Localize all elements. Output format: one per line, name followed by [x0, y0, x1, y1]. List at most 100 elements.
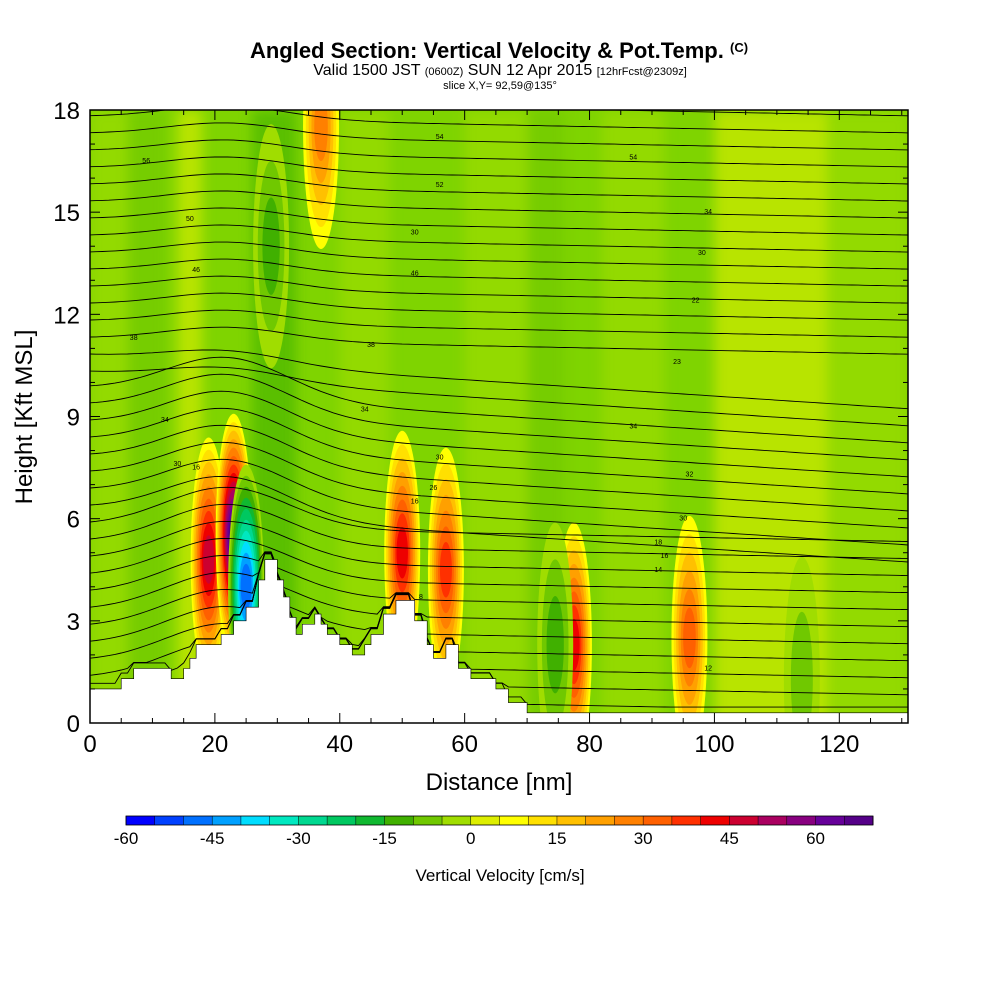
colorbar-swatch — [614, 816, 644, 825]
isentrope-label: 46 — [411, 270, 419, 277]
y-axis-label: Height [Kft MSL] — [11, 330, 38, 505]
colorbar-swatch — [556, 816, 587, 825]
isentrope-line — [90, 553, 908, 696]
colorbar-tick-label: 15 — [548, 829, 567, 848]
isentrope-label: 22 — [692, 298, 700, 305]
terrain-mask — [90, 559, 908, 723]
isentrope-label: 34 — [161, 417, 169, 424]
chart-valid-time: Valid 1500 JST (0600Z) SUN 12 Apr 2015 [… — [0, 63, 1000, 80]
colorbar-tick-label: -30 — [286, 829, 311, 848]
colorbar-swatch — [442, 816, 472, 825]
isentrope-line — [90, 458, 908, 546]
downdraft-cell-contour — [546, 596, 564, 694]
colorbar-swatch — [671, 816, 702, 825]
colorbar-swatch — [126, 816, 156, 825]
isentrope-label: 32 — [686, 471, 694, 478]
isentrope-line — [90, 537, 908, 594]
x-tick-label: 80 — [576, 731, 603, 758]
title-tag: (C) — [730, 40, 749, 55]
colorbar-swatch — [643, 816, 673, 825]
isentrope-label: 12 — [704, 666, 712, 673]
chart-title: Angled Section: Vertical Velocity & Pot.… — [0, 36, 1000, 63]
downdraft-cell — [783, 556, 820, 723]
isentrope-label: 18 — [654, 540, 662, 547]
isentrope-line — [90, 207, 908, 236]
title-main: Angled Section: Vertical Velocity & Pot.… — [249, 38, 724, 63]
x-tick-label: 20 — [202, 731, 229, 758]
colorbar-swatch — [327, 816, 357, 825]
colorbar-label: Vertical Velocity [cm/s] — [415, 866, 584, 885]
updraft-cell-contour — [314, 110, 328, 162]
isentrope-line — [90, 366, 908, 427]
colorbar-swatch — [844, 816, 874, 825]
forecast-tag: [12hrFcst@2309z] — [596, 66, 687, 78]
isentrope-label: 54 — [436, 134, 444, 141]
y-tick-label: 3 — [67, 609, 80, 636]
velocity-band — [127, 110, 165, 723]
colorbar-tick-label: 30 — [634, 829, 653, 848]
velocity-band — [826, 110, 908, 723]
isentrope-line — [90, 356, 908, 444]
x-tick-label: 40 — [326, 731, 353, 758]
isentrope-label: 34 — [704, 209, 712, 216]
isentrope-label: 54 — [629, 155, 637, 162]
x-tick-label: 60 — [451, 731, 478, 758]
colorbar-swatch — [528, 816, 558, 825]
updraft-cell — [303, 110, 340, 249]
isentrope-line — [90, 424, 908, 512]
isentrope-line — [90, 224, 908, 253]
isentrope-label: 30 — [679, 516, 687, 523]
isentrope-label: 16 — [661, 553, 669, 560]
x-axis: 0 20 40 60 80 100 120 — [83, 110, 903, 758]
isentrope-label: 46 — [192, 267, 200, 274]
isentrope-label: 30 — [174, 461, 182, 468]
colorbar-swatch — [355, 816, 386, 825]
colorbar-swatch — [154, 816, 184, 825]
isentrope-labels: 56 54 54 50 52 34 30 30 46 46 22 38 38 23 34 34 34 30 30 32… — [130, 134, 712, 672]
colorbar-swatch — [212, 816, 242, 825]
colorbar-swatch — [585, 816, 615, 825]
isentrope-label: 30 — [436, 454, 444, 461]
isentrope-line — [90, 122, 908, 151]
isentrope-line — [90, 552, 908, 679]
updraft-cell-contour — [203, 535, 215, 584]
isentrope-line — [90, 349, 908, 410]
isentrope-label: 34 — [361, 407, 369, 414]
colorbar-swatch — [183, 816, 213, 825]
downdraft-cell — [537, 522, 574, 723]
isentrope-line — [90, 486, 908, 542]
isentrope-line — [90, 173, 908, 202]
isentrope-line — [90, 292, 908, 321]
isentrope-line — [586, 110, 908, 117]
isentrope-line — [90, 309, 908, 338]
y-axis: 0 3 6 9 12 15 18 — [53, 98, 908, 738]
y-tick-label: 18 — [53, 98, 80, 125]
updraft-cell-contour — [439, 542, 452, 598]
colorbar-tick-label: 0 — [466, 829, 475, 848]
downdraft-cell-contour — [790, 611, 813, 723]
colorbar-swatch — [298, 816, 328, 825]
colorbar-tick-label: -15 — [372, 829, 397, 848]
isentrope-label: 52 — [436, 182, 444, 189]
colorbar-swatch — [470, 816, 500, 825]
colorbar: -60 -45 -30 -15 0 15 30 45 60 — [114, 815, 874, 848]
isentrope-line — [90, 139, 908, 168]
colorbar-swatch — [240, 816, 271, 825]
downdraft-cell-contour — [240, 563, 252, 610]
valid-zulu: (0600Z) — [424, 66, 464, 78]
valid-date: SUN 12 Apr 2015 — [467, 62, 593, 79]
isentrope-line — [90, 441, 908, 529]
isentrope-line — [90, 373, 908, 461]
isentrope-line — [90, 552, 908, 662]
isentrope-line — [90, 390, 908, 478]
isentrope-label: 30 — [698, 250, 706, 257]
updraft-cell-contour — [396, 526, 408, 579]
y-tick-label: 9 — [67, 405, 80, 432]
y-tick-label: 0 — [67, 711, 80, 738]
colorbar-tick-label: 45 — [720, 829, 739, 848]
isentrope-lines — [90, 110, 908, 708]
valid-prefix: Valid 1500 JST — [313, 62, 421, 79]
colorbar-swatch — [384, 816, 414, 825]
isentrope-line — [90, 275, 908, 304]
